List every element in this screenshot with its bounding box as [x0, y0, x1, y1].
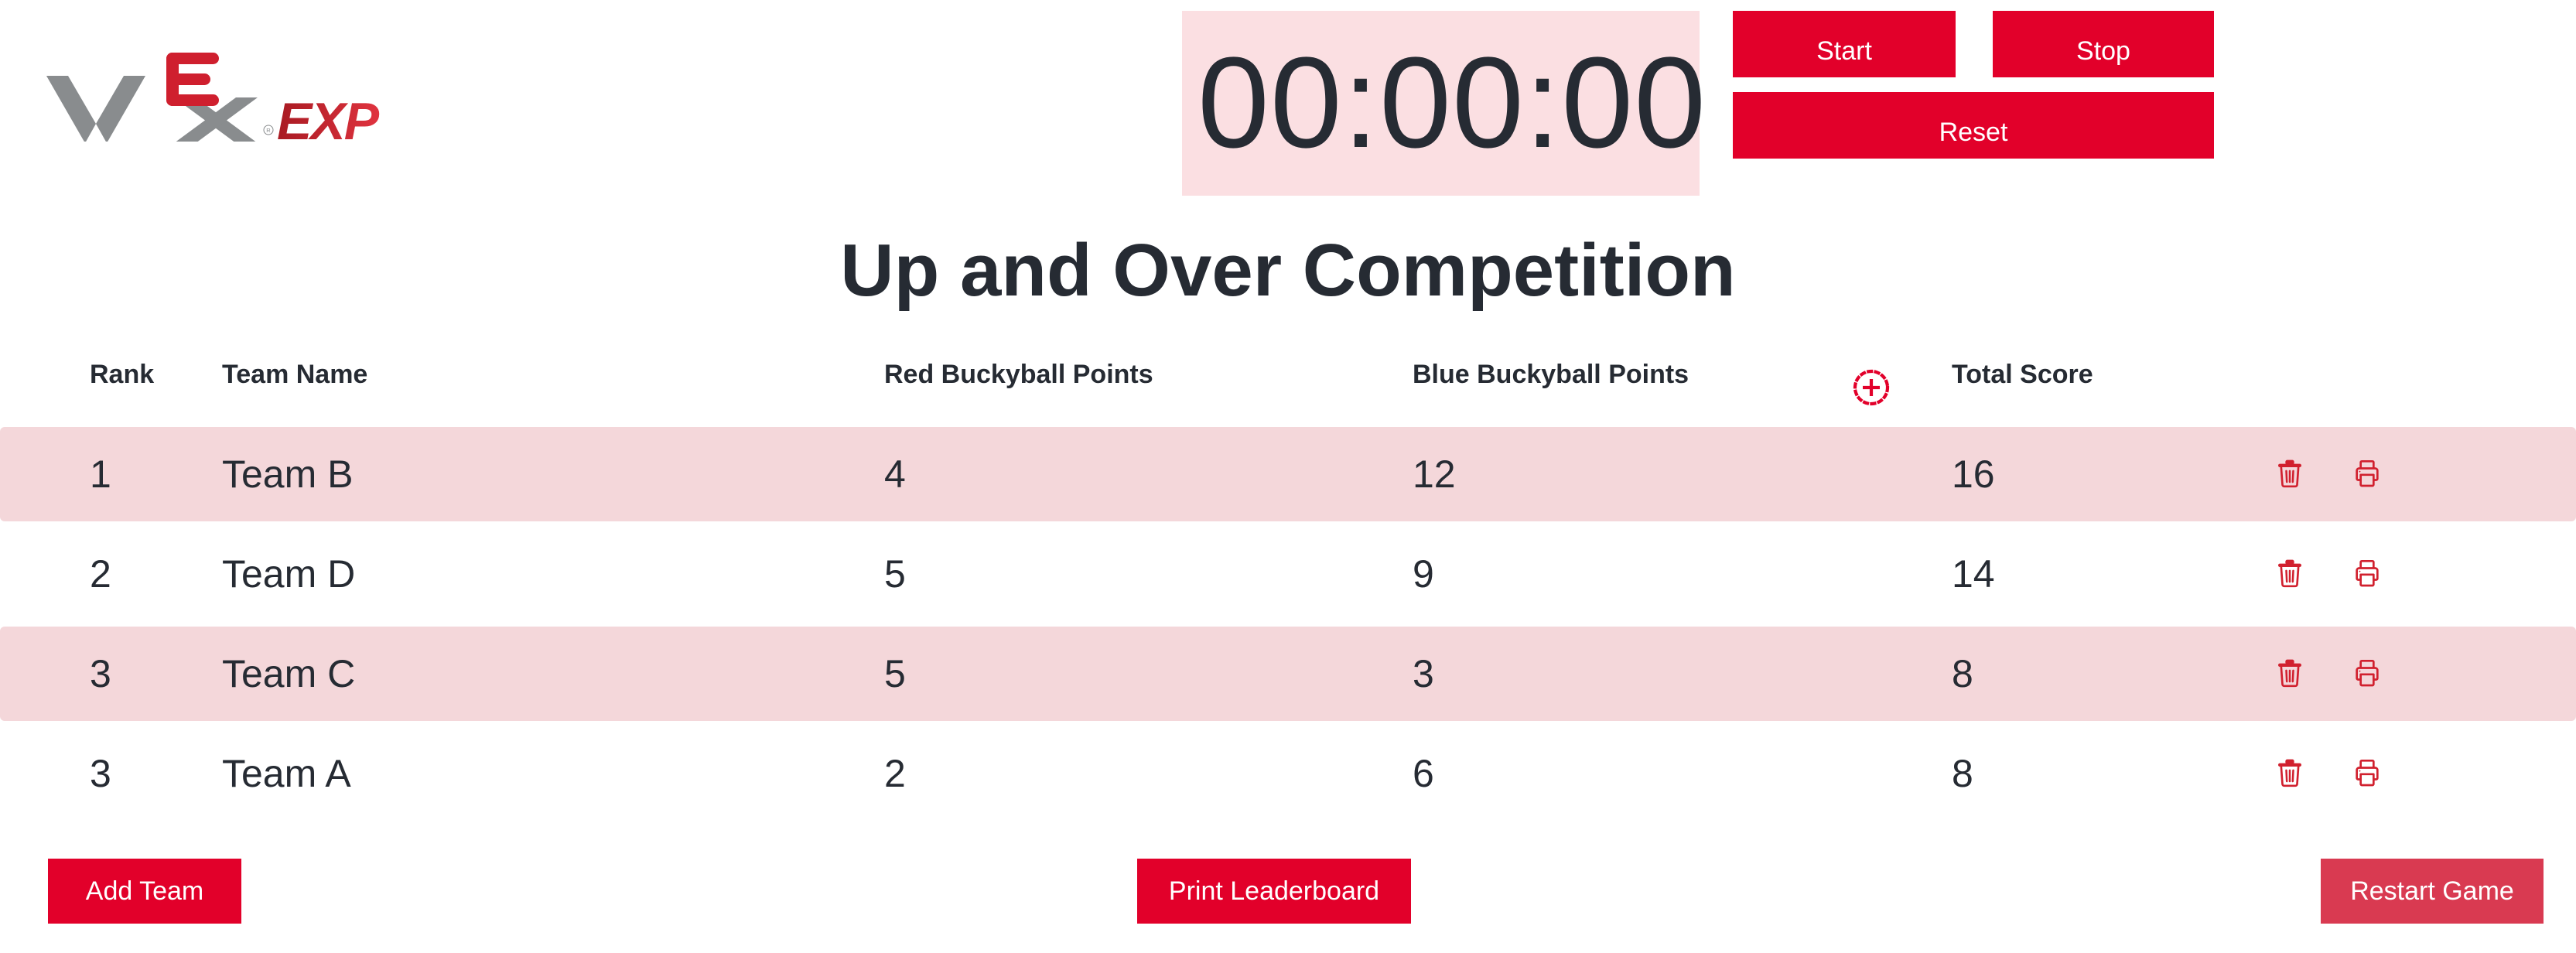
svg-text:EXP: EXP — [277, 92, 380, 142]
svg-text:R: R — [266, 127, 271, 134]
